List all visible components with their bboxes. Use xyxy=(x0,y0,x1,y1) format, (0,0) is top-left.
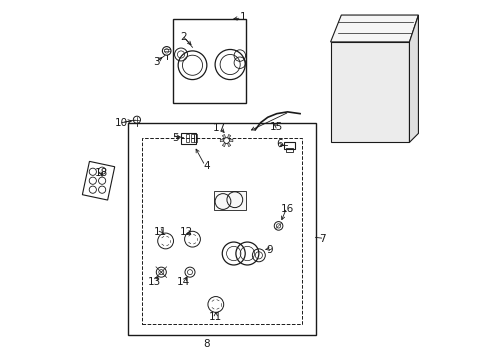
Bar xyxy=(190,134,193,142)
Text: 5: 5 xyxy=(172,133,179,143)
Polygon shape xyxy=(226,140,230,147)
Polygon shape xyxy=(226,134,230,140)
Text: 11: 11 xyxy=(153,227,166,237)
Bar xyxy=(214,191,246,211)
Text: 3: 3 xyxy=(153,57,160,67)
Polygon shape xyxy=(391,116,405,130)
Text: 4: 4 xyxy=(203,161,210,171)
Bar xyxy=(284,142,294,149)
Text: 7: 7 xyxy=(319,234,325,244)
Bar xyxy=(128,123,316,335)
Text: 1: 1 xyxy=(239,12,245,22)
Text: 15: 15 xyxy=(269,122,283,132)
Bar xyxy=(194,134,197,142)
Text: 17: 17 xyxy=(212,123,225,133)
Text: 18: 18 xyxy=(94,168,107,178)
Bar xyxy=(337,90,371,112)
Text: 13: 13 xyxy=(147,277,161,287)
Text: 16: 16 xyxy=(280,204,294,214)
Text: 2: 2 xyxy=(180,32,186,41)
Polygon shape xyxy=(222,134,226,140)
Bar xyxy=(186,134,189,142)
Text: 9: 9 xyxy=(266,245,272,255)
Circle shape xyxy=(223,138,229,143)
Bar xyxy=(341,52,369,66)
Bar xyxy=(337,49,373,69)
Text: 14: 14 xyxy=(177,277,190,287)
Polygon shape xyxy=(226,139,232,142)
Bar xyxy=(285,148,292,152)
Polygon shape xyxy=(222,140,226,147)
Bar xyxy=(376,65,398,108)
Text: 12: 12 xyxy=(180,227,193,237)
Polygon shape xyxy=(330,42,408,142)
Polygon shape xyxy=(408,15,418,142)
Bar xyxy=(82,161,115,200)
Text: 11: 11 xyxy=(209,312,222,322)
Bar xyxy=(142,138,301,324)
Text: 6: 6 xyxy=(276,139,283,149)
Bar xyxy=(172,19,246,103)
Text: 8: 8 xyxy=(203,339,210,349)
Bar xyxy=(181,133,196,144)
Text: 10: 10 xyxy=(115,118,128,128)
Polygon shape xyxy=(220,139,226,142)
Polygon shape xyxy=(330,15,418,42)
